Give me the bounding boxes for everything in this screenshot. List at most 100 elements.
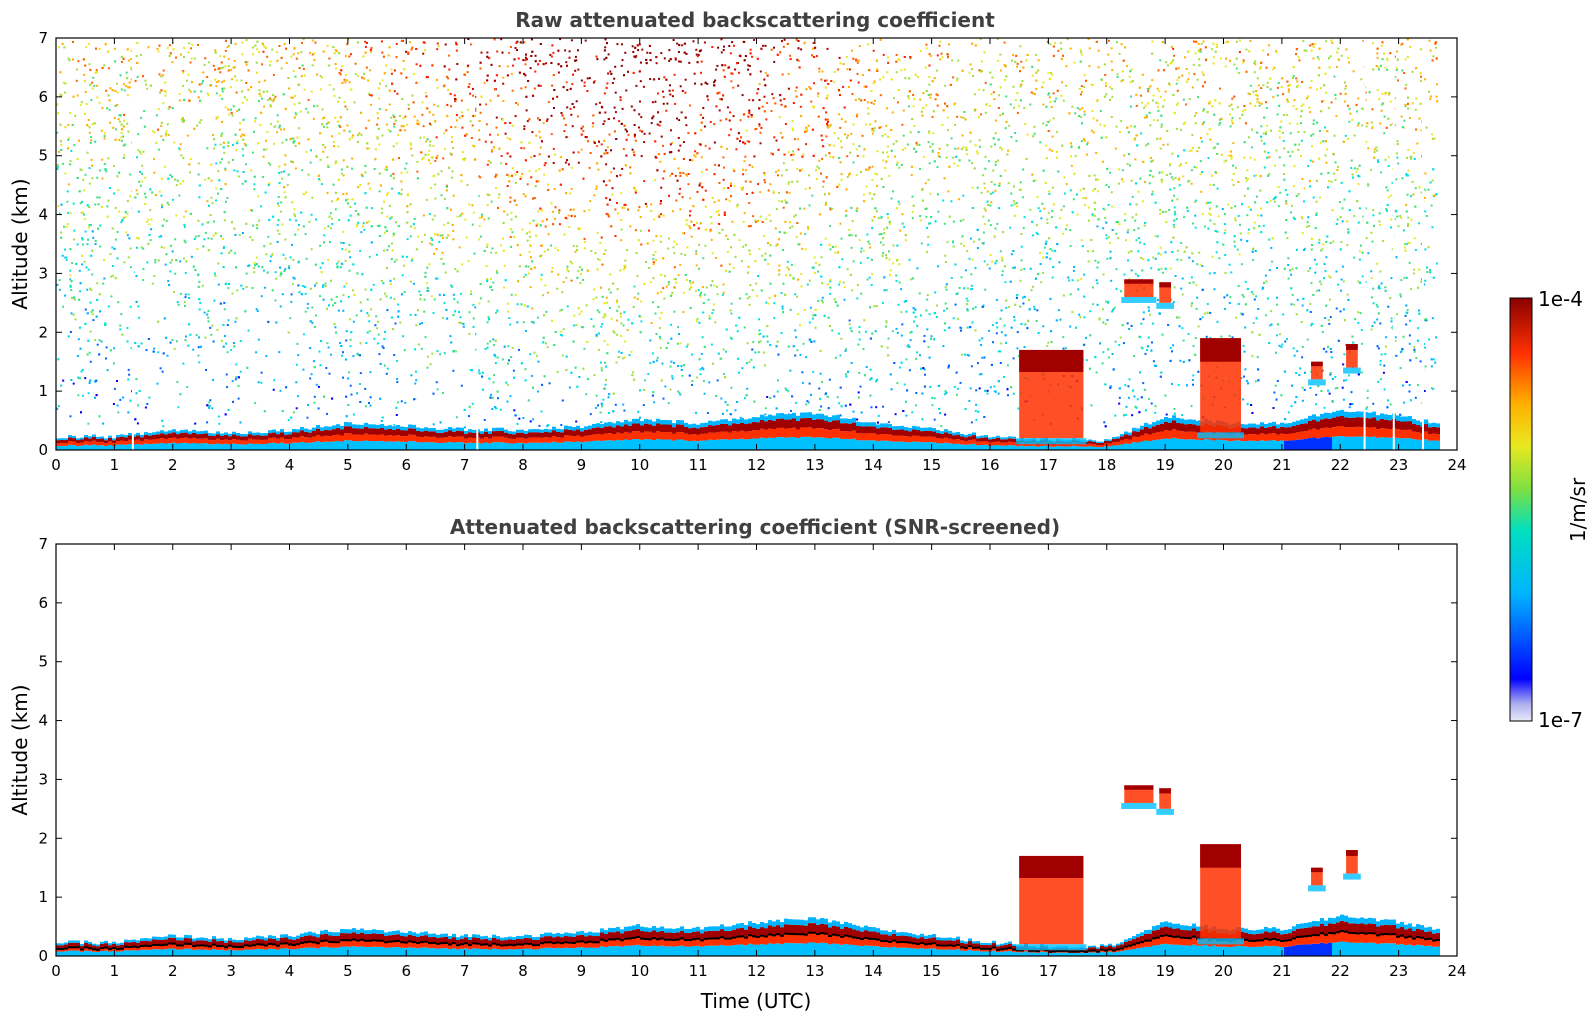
noise-point bbox=[910, 278, 913, 281]
noise-point bbox=[694, 289, 697, 292]
noise-point bbox=[901, 213, 904, 216]
noise-point bbox=[129, 173, 132, 176]
noise-point bbox=[360, 134, 363, 136]
noise-point bbox=[722, 291, 725, 294]
noise-point bbox=[348, 243, 351, 246]
noise-point bbox=[849, 327, 852, 330]
noise-point bbox=[448, 54, 451, 57]
noise-point bbox=[58, 288, 61, 291]
noise-point bbox=[1029, 208, 1032, 211]
noise-point bbox=[648, 132, 651, 135]
noise-point bbox=[764, 413, 767, 416]
noise-point bbox=[794, 293, 797, 296]
noise-point bbox=[470, 369, 473, 372]
noise-point bbox=[578, 313, 581, 316]
noise-point bbox=[763, 172, 766, 174]
noise-point bbox=[1340, 241, 1343, 243]
noise-point bbox=[1083, 85, 1086, 88]
noise-point bbox=[137, 404, 139, 407]
noise-point bbox=[989, 192, 992, 195]
noise-point bbox=[469, 369, 472, 371]
noise-point bbox=[739, 119, 742, 122]
noise-point bbox=[809, 87, 812, 90]
noise-point bbox=[1159, 137, 1162, 140]
noise-point bbox=[360, 231, 363, 234]
noise-point bbox=[280, 171, 283, 173]
noise-point bbox=[1019, 279, 1022, 282]
noise-point bbox=[600, 105, 603, 108]
noise-point bbox=[122, 135, 124, 138]
noise-point bbox=[672, 246, 675, 249]
noise-point bbox=[1014, 132, 1017, 134]
noise-point bbox=[603, 313, 606, 316]
noise-point bbox=[731, 72, 734, 75]
noise-point bbox=[774, 227, 777, 230]
noise-point bbox=[235, 79, 238, 82]
noise-point bbox=[1146, 349, 1148, 352]
noise-point bbox=[795, 86, 798, 89]
noise-point bbox=[495, 407, 498, 410]
noise-point bbox=[421, 113, 424, 116]
noise-point bbox=[189, 171, 192, 174]
noise-point bbox=[860, 250, 862, 253]
noise-point bbox=[1349, 112, 1352, 115]
noise-point bbox=[786, 266, 789, 269]
noise-point bbox=[182, 69, 185, 72]
noise-point bbox=[585, 393, 588, 396]
noise-point bbox=[1142, 382, 1145, 385]
noise-point bbox=[650, 203, 653, 206]
noise-point bbox=[438, 293, 441, 296]
noise-point bbox=[942, 199, 945, 202]
noise-point bbox=[908, 369, 911, 372]
noise-point bbox=[184, 210, 187, 213]
noise-point bbox=[684, 254, 687, 256]
noise-point bbox=[220, 188, 223, 190]
noise-point bbox=[1308, 106, 1311, 109]
noise-point bbox=[1111, 353, 1114, 355]
noise-point bbox=[851, 49, 853, 52]
noise-point bbox=[1080, 85, 1083, 88]
noise-point bbox=[278, 172, 281, 174]
noise-point bbox=[110, 275, 113, 278]
noise-point bbox=[713, 303, 715, 306]
noise-point bbox=[600, 367, 603, 370]
noise-point bbox=[960, 116, 963, 119]
noise-point bbox=[990, 201, 993, 204]
noise-point bbox=[1358, 250, 1361, 253]
noise-point bbox=[1328, 275, 1330, 278]
noise-point bbox=[215, 162, 218, 165]
noise-point bbox=[871, 227, 874, 229]
noise-point bbox=[796, 58, 799, 61]
noise-point bbox=[239, 370, 242, 373]
noise-point bbox=[80, 370, 83, 373]
noise-point bbox=[871, 129, 874, 132]
noise-point bbox=[1172, 47, 1175, 50]
noise-point bbox=[171, 250, 174, 253]
noise-point bbox=[1336, 218, 1339, 221]
noise-point bbox=[883, 228, 885, 231]
noise-point bbox=[1219, 87, 1222, 90]
noise-point bbox=[1367, 147, 1370, 150]
noise-point bbox=[610, 171, 613, 174]
noise-point bbox=[920, 242, 923, 245]
noise-point bbox=[416, 160, 419, 163]
noise-point bbox=[1220, 335, 1223, 338]
noise-point bbox=[130, 58, 133, 60]
noise-point bbox=[1387, 156, 1390, 159]
noise-point bbox=[614, 235, 617, 237]
noise-point bbox=[347, 295, 350, 298]
noise-point bbox=[415, 379, 418, 382]
noise-point bbox=[1141, 347, 1144, 350]
noise-point bbox=[577, 68, 580, 71]
noise-point bbox=[1164, 90, 1167, 93]
noise-point bbox=[676, 342, 679, 345]
noise-point bbox=[321, 117, 324, 120]
noise-point bbox=[390, 72, 393, 75]
noise-point bbox=[392, 145, 395, 148]
noise-point bbox=[69, 278, 72, 281]
noise-point bbox=[370, 103, 373, 106]
noise-point bbox=[595, 335, 598, 338]
noise-point bbox=[685, 124, 688, 127]
noise-point bbox=[722, 156, 725, 159]
noise-point bbox=[663, 76, 666, 79]
